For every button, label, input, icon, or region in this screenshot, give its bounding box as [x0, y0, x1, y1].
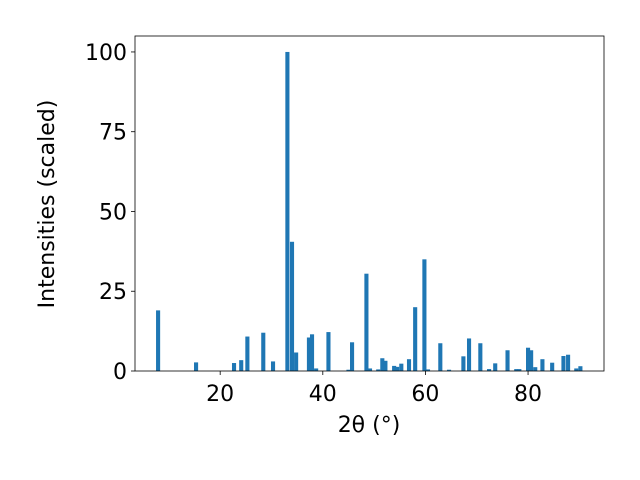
bar	[239, 360, 244, 371]
bar	[367, 368, 373, 371]
y-tick-label: 0	[113, 360, 127, 385]
bar	[574, 368, 579, 371]
x-tick-label: 80	[514, 382, 542, 407]
plot-frame	[134, 35, 605, 372]
bar	[422, 259, 427, 371]
bar	[526, 347, 531, 371]
bar	[231, 363, 237, 371]
bar	[578, 366, 583, 371]
bar	[425, 369, 431, 371]
bar	[306, 337, 312, 371]
bar	[399, 363, 404, 371]
bar	[350, 342, 355, 371]
bar	[245, 336, 250, 371]
bar	[314, 368, 319, 371]
bar	[346, 369, 351, 371]
bar	[383, 360, 388, 371]
bar	[438, 343, 443, 371]
bar	[413, 307, 418, 371]
bar	[566, 354, 571, 371]
y-tick-label: 75	[99, 121, 127, 146]
bar	[514, 369, 519, 371]
x-axis-label: 2θ (°)	[338, 413, 401, 438]
bar	[326, 332, 331, 371]
y-tick-label: 50	[99, 200, 127, 225]
bar	[406, 359, 412, 371]
bar	[493, 363, 498, 371]
bar	[395, 366, 400, 371]
y-axis-label: Intensities (scaled)	[35, 100, 60, 309]
bar	[156, 310, 161, 371]
bar	[529, 350, 534, 371]
bar	[466, 338, 472, 371]
bar	[540, 359, 545, 371]
bar	[550, 362, 555, 371]
bar	[194, 362, 199, 371]
bar	[446, 369, 452, 371]
bar	[487, 369, 492, 371]
x-tick-label: 20	[206, 382, 234, 407]
bar	[461, 356, 466, 371]
bar	[364, 273, 369, 371]
bar	[505, 350, 510, 371]
bar	[294, 352, 299, 371]
bar	[478, 343, 483, 371]
x-tick-label: 40	[309, 382, 337, 407]
bar	[517, 369, 522, 371]
bar	[285, 51, 290, 371]
bar	[380, 358, 385, 371]
x-tick-label: 60	[411, 382, 439, 407]
bar	[392, 365, 397, 371]
bar	[289, 241, 295, 371]
bar	[533, 367, 538, 371]
bar	[309, 334, 315, 371]
bar	[261, 332, 266, 371]
bar	[561, 356, 566, 371]
y-tick-label: 100	[85, 41, 127, 66]
y-tick-label: 25	[99, 280, 127, 305]
bar	[270, 361, 276, 371]
bar	[376, 369, 381, 371]
